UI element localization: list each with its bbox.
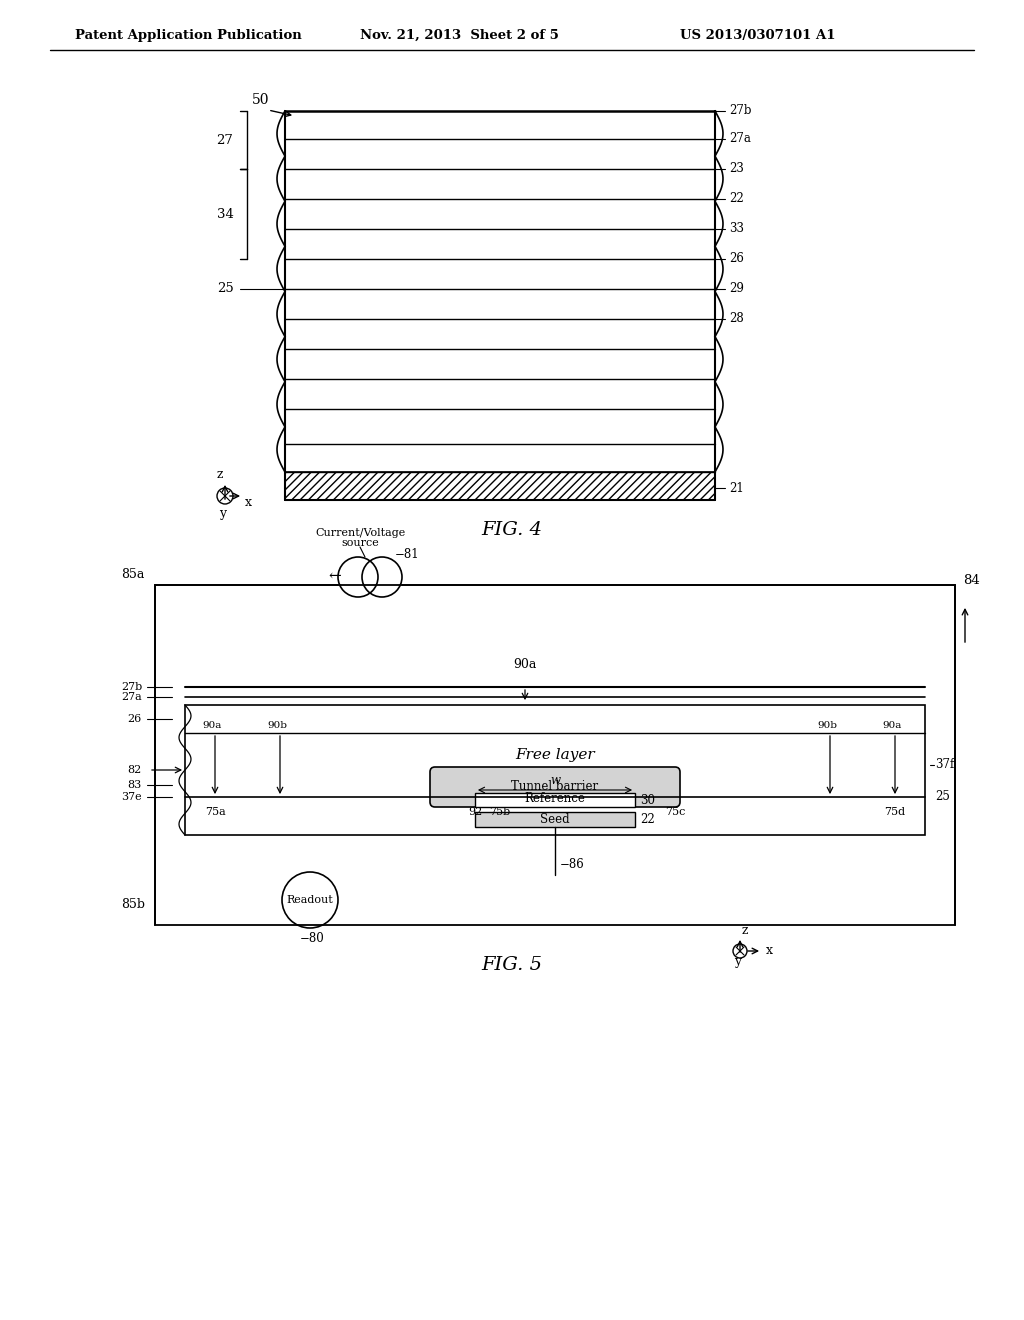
- Text: 75a: 75a: [205, 807, 225, 817]
- Text: Reference: Reference: [524, 792, 586, 805]
- Text: z: z: [217, 469, 223, 482]
- Text: 82: 82: [128, 766, 142, 775]
- Text: 27b: 27b: [121, 682, 142, 692]
- Text: y: y: [734, 956, 741, 969]
- Bar: [285, 473, 715, 500]
- Text: 26: 26: [128, 714, 142, 723]
- Bar: [475, 793, 635, 807]
- Text: 90a: 90a: [203, 721, 221, 730]
- Text: 27b: 27b: [729, 104, 752, 117]
- Text: 90a: 90a: [883, 721, 902, 730]
- Text: w: w: [550, 774, 560, 787]
- Text: 50: 50: [252, 92, 269, 107]
- Text: 34: 34: [216, 207, 233, 220]
- Text: source: source: [341, 539, 379, 548]
- Text: x: x: [766, 945, 773, 957]
- Text: 33: 33: [729, 223, 744, 235]
- Text: 21: 21: [729, 482, 743, 495]
- Text: 22: 22: [729, 193, 743, 206]
- Text: −80: −80: [300, 932, 325, 945]
- Text: 25: 25: [217, 282, 233, 296]
- Text: 26: 26: [729, 252, 743, 265]
- Bar: [475, 812, 635, 828]
- Text: y: y: [219, 507, 226, 520]
- Text: 27a: 27a: [729, 132, 751, 145]
- Text: ←: ←: [329, 570, 341, 583]
- Text: 84: 84: [963, 573, 980, 586]
- Text: 22: 22: [640, 813, 654, 826]
- Text: 27: 27: [216, 133, 233, 147]
- Text: US 2013/0307101 A1: US 2013/0307101 A1: [680, 29, 836, 41]
- Text: Nov. 21, 2013  Sheet 2 of 5: Nov. 21, 2013 Sheet 2 of 5: [360, 29, 559, 41]
- Text: x: x: [245, 495, 252, 508]
- Text: FIG. 4: FIG. 4: [481, 521, 543, 539]
- Text: 23: 23: [729, 162, 743, 176]
- Text: z: z: [742, 924, 749, 936]
- Text: 37e: 37e: [122, 792, 142, 803]
- Text: FIG. 5: FIG. 5: [481, 956, 543, 974]
- Text: 75c: 75c: [665, 807, 685, 817]
- Text: 85a: 85a: [122, 569, 145, 582]
- Text: Readout: Readout: [287, 895, 334, 906]
- Bar: [185, 705, 925, 836]
- Text: 90b: 90b: [817, 721, 837, 730]
- Text: −86: −86: [560, 858, 585, 871]
- Text: 83: 83: [128, 780, 142, 789]
- Text: Current/Voltage: Current/Voltage: [314, 528, 406, 539]
- Text: 90b: 90b: [267, 721, 287, 730]
- Text: 30: 30: [640, 793, 655, 807]
- Text: Patent Application Publication: Patent Application Publication: [75, 29, 302, 41]
- Text: Free layer: Free layer: [515, 748, 595, 762]
- FancyBboxPatch shape: [430, 767, 680, 807]
- Text: 28: 28: [729, 313, 743, 326]
- Text: 37f: 37f: [935, 759, 954, 771]
- Text: 25: 25: [935, 791, 950, 804]
- Text: 92: 92: [468, 807, 482, 817]
- Text: Tunnel barrier: Tunnel barrier: [511, 780, 599, 793]
- Text: 75b: 75b: [489, 807, 511, 817]
- Text: −81: −81: [395, 549, 420, 561]
- Bar: [155, 585, 955, 925]
- Text: 75d: 75d: [885, 807, 905, 817]
- Text: 29: 29: [729, 282, 743, 296]
- Text: Seed: Seed: [541, 813, 569, 826]
- Text: 90a: 90a: [513, 659, 537, 672]
- Text: 27a: 27a: [121, 692, 142, 702]
- Text: 85b: 85b: [121, 899, 145, 912]
